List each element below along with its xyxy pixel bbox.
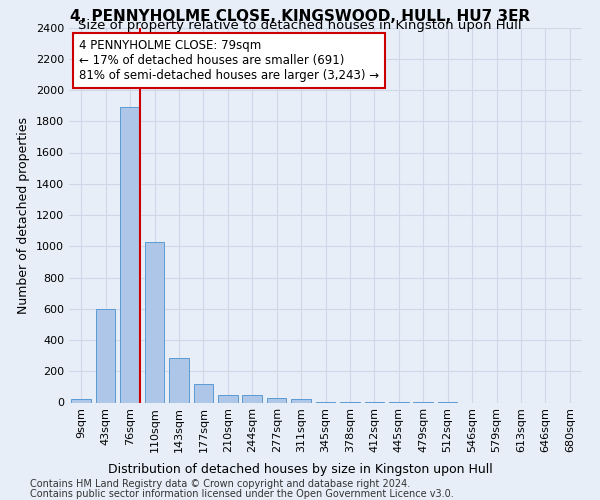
Bar [145,242,164,402]
Bar [291,400,311,402]
Bar [96,309,115,402]
Text: Distribution of detached houses by size in Kingston upon Hull: Distribution of detached houses by size … [107,462,493,475]
Bar [267,398,286,402]
Bar [169,358,188,403]
Text: Contains HM Land Registry data © Crown copyright and database right 2024.: Contains HM Land Registry data © Crown c… [30,479,410,489]
Bar [218,394,238,402]
Text: 4, PENNYHOLME CLOSE, KINGSWOOD, HULL, HU7 3ER: 4, PENNYHOLME CLOSE, KINGSWOOD, HULL, HU… [70,9,530,24]
Bar [242,396,262,402]
Bar [120,107,140,403]
Y-axis label: Number of detached properties: Number of detached properties [17,116,31,314]
Text: 4 PENNYHOLME CLOSE: 79sqm
← 17% of detached houses are smaller (691)
81% of semi: 4 PENNYHOLME CLOSE: 79sqm ← 17% of detac… [79,39,379,82]
Text: Contains public sector information licensed under the Open Government Licence v3: Contains public sector information licen… [30,489,454,499]
Bar [194,384,213,402]
Bar [71,400,91,402]
Text: Size of property relative to detached houses in Kingston upon Hull: Size of property relative to detached ho… [78,19,522,32]
